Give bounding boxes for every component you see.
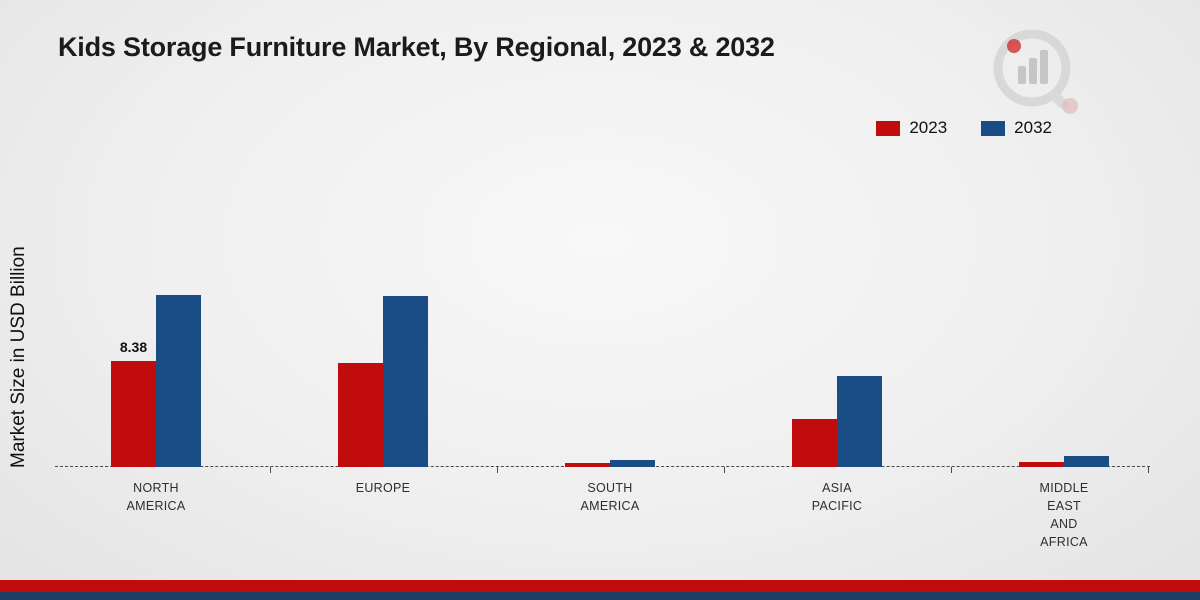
bar-2032-europe <box>383 296 428 467</box>
category-label-europe: EUROPE <box>355 481 411 495</box>
axis-tick <box>1148 467 1149 473</box>
legend-label-2032: 2032 <box>1014 118 1052 137</box>
bar-2032-south-america <box>610 460 655 467</box>
bar-2032-asia-pacific <box>837 376 882 467</box>
legend: 2023 2032 <box>876 118 1052 138</box>
market-research-logo-icon <box>993 29 1078 114</box>
footer-red-band <box>0 580 1200 592</box>
legend-label-2023: 2023 <box>909 118 948 137</box>
footer-navy-band <box>0 592 1200 600</box>
axis-tick <box>497 467 498 473</box>
category-label-south-america: SOUTH AMERICA <box>580 481 640 514</box>
bar-2023-north-america <box>111 361 156 467</box>
legend-swatch-2032 <box>981 120 1006 136</box>
category-label-asia-pacific: ASIA PACIFIC <box>811 481 863 514</box>
axis-tick <box>724 467 725 473</box>
legend-item-2032: 2032 <box>981 118 1052 138</box>
bar-2023-asia-pacific <box>792 419 837 467</box>
category-label-north-america: NORTH AMERICA <box>126 481 186 514</box>
bar-2023-south-america <box>565 463 610 467</box>
bar-2032-north-america <box>156 295 201 467</box>
legend-swatch-2023 <box>876 120 901 136</box>
bar-2023-middle-east-and-africa <box>1019 462 1064 467</box>
value-label-2023-north-america: 8.38 <box>119 338 148 355</box>
axis-tick <box>270 467 271 473</box>
axis-tick <box>951 467 952 473</box>
category-label-middle-east-and-africa: MIDDLE EAST AND AFRICA <box>1039 481 1089 550</box>
bar-2023-europe <box>338 363 383 467</box>
chart-title: Kids Storage Furniture Market, By Region… <box>58 32 775 62</box>
bar-2032-middle-east-and-africa <box>1064 456 1109 467</box>
legend-item-2023: 2023 <box>876 118 947 138</box>
